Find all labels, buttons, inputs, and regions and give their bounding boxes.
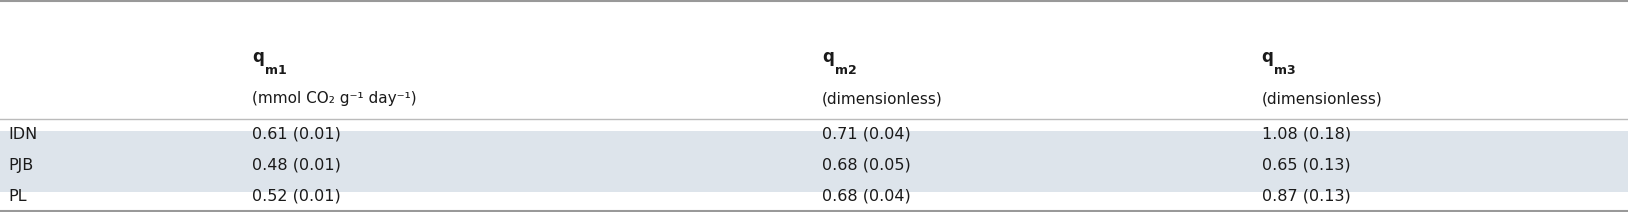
Text: 0.48 (0.01): 0.48 (0.01) [252, 158, 342, 173]
Text: IDN: IDN [8, 127, 37, 142]
Text: q: q [1262, 48, 1273, 66]
Text: PL: PL [8, 189, 26, 204]
Bar [0, 131, 1628, 192]
Text: 0.87 (0.13): 0.87 (0.13) [1262, 189, 1351, 204]
Text: m3: m3 [1275, 64, 1296, 77]
Text: (dimensionless): (dimensionless) [822, 91, 943, 106]
Text: 0.52 (0.01): 0.52 (0.01) [252, 189, 342, 204]
Text: 0.65 (0.13): 0.65 (0.13) [1262, 158, 1350, 173]
Text: 0.71 (0.04): 0.71 (0.04) [822, 127, 912, 142]
Text: q: q [252, 48, 264, 66]
Text: (dimensionless): (dimensionless) [1262, 91, 1382, 106]
Text: q: q [822, 48, 834, 66]
Text: 0.61 (0.01): 0.61 (0.01) [252, 127, 342, 142]
Text: m2: m2 [835, 64, 856, 77]
Text: PJB: PJB [8, 158, 34, 173]
Text: (mmol CO₂ g⁻¹ day⁻¹): (mmol CO₂ g⁻¹ day⁻¹) [252, 91, 417, 106]
Text: 0.68 (0.05): 0.68 (0.05) [822, 158, 912, 173]
Text: m1: m1 [265, 64, 287, 77]
Text: 0.68 (0.04): 0.68 (0.04) [822, 189, 912, 204]
Text: 1.08 (0.18): 1.08 (0.18) [1262, 127, 1351, 142]
